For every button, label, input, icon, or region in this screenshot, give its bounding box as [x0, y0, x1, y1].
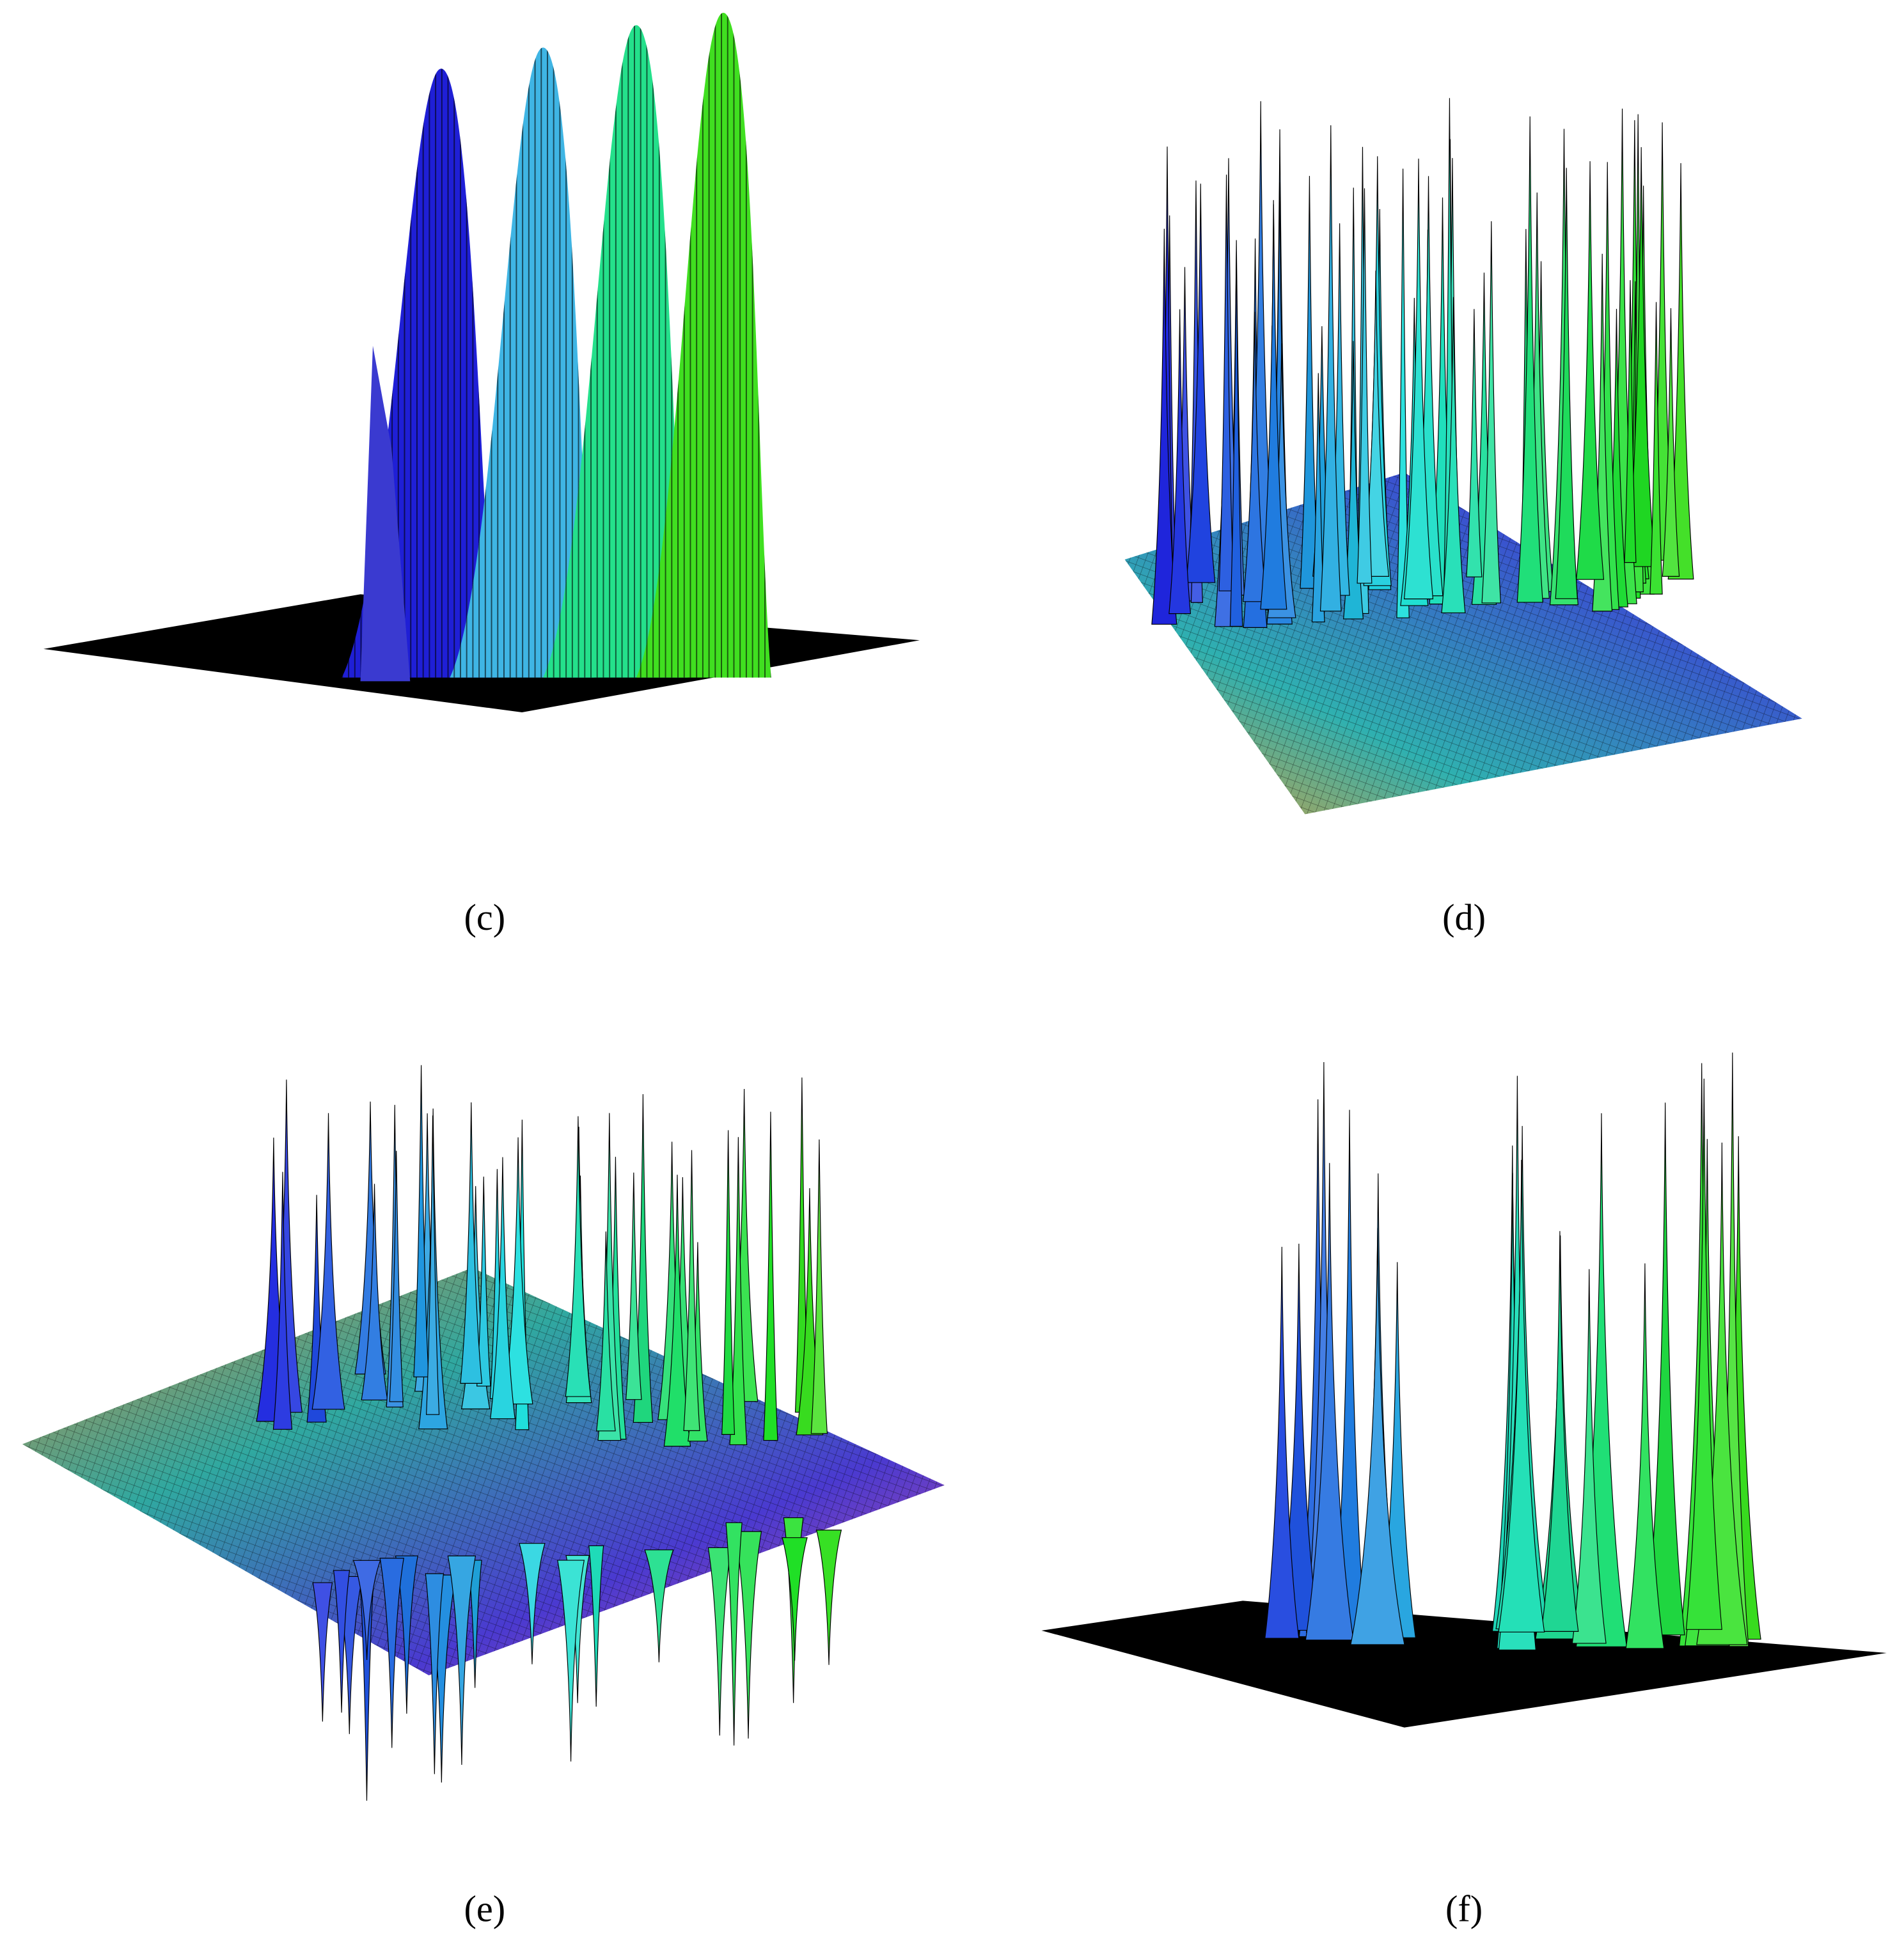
spike: [1498, 1159, 1545, 1632]
spike: [476, 1177, 491, 1387]
panel-label: (c): [464, 896, 506, 938]
spike: [352, 1560, 381, 1661]
spike: [1260, 204, 1287, 610]
spike: [588, 1545, 604, 1707]
spike: [1218, 175, 1234, 591]
spike: [707, 1547, 732, 1736]
spike: [1357, 188, 1373, 584]
spike: [1662, 308, 1680, 577]
spike: [1350, 1228, 1405, 1645]
spike: [1186, 184, 1216, 583]
spike: [1541, 1231, 1579, 1632]
panel-e: [22, 1065, 945, 1801]
spike: [395, 1555, 418, 1714]
spike: [333, 1570, 350, 1713]
spike: [1466, 309, 1483, 577]
spike: [557, 1560, 585, 1762]
spike: [1264, 1246, 1300, 1639]
spike: [272, 1171, 293, 1430]
spike: [503, 1137, 533, 1405]
spike: [1516, 116, 1543, 603]
spike: [1300, 176, 1319, 589]
panel-f: [1041, 1053, 1887, 1728]
spike: [447, 1555, 476, 1765]
spike: [1555, 168, 1578, 599]
spike: [1624, 280, 1637, 563]
spike: [725, 1522, 743, 1746]
spike: [413, 1065, 429, 1377]
spike: [663, 1175, 691, 1447]
spike: [359, 1582, 374, 1801]
panel-d: [1124, 98, 1802, 815]
spike: [425, 1115, 440, 1415]
spike: [763, 1111, 778, 1441]
spike: [1319, 125, 1342, 612]
spike: [1645, 1102, 1685, 1636]
spike: [734, 1531, 762, 1739]
spike: [460, 1102, 483, 1384]
spike: [1685, 1078, 1722, 1630]
spike: [1441, 297, 1466, 614]
spike: [644, 1549, 674, 1663]
spike: [1305, 1162, 1354, 1641]
spike: [1576, 161, 1605, 580]
spike: [1243, 311, 1267, 602]
spike: [425, 1573, 445, 1774]
mesh: [1124, 472, 1802, 815]
spike: [782, 1537, 808, 1661]
peak-mesh: [450, 47, 595, 678]
base-plane: [1041, 1601, 1887, 1728]
spike: [810, 1139, 828, 1434]
peak-mesh: [636, 12, 771, 678]
spike: [312, 1582, 333, 1722]
peak: [360, 345, 411, 682]
spike: [1229, 251, 1243, 627]
spike: [625, 1172, 642, 1400]
spike: [389, 1150, 404, 1402]
spike: [1649, 302, 1663, 595]
spike: [379, 1558, 404, 1748]
spike: [729, 1137, 748, 1446]
panel-label: (f): [1445, 1888, 1483, 1930]
spike: [595, 1231, 616, 1432]
spike: [311, 1113, 345, 1410]
spike: [1151, 228, 1177, 625]
spike: [361, 1184, 388, 1401]
spike: [565, 1116, 592, 1397]
panel-label: (d): [1442, 896, 1486, 938]
spike: [519, 1543, 546, 1664]
spike: [1403, 159, 1434, 600]
panel-label: (e): [464, 1888, 506, 1930]
spike: [1333, 1109, 1366, 1638]
spike: [1481, 221, 1502, 604]
spike: [490, 1157, 515, 1420]
panel-c: [43, 12, 920, 712]
spike: [683, 1150, 700, 1431]
mesh: [22, 1267, 945, 1675]
spike: [815, 1530, 842, 1665]
spike: [1626, 147, 1656, 567]
spike: [721, 1130, 736, 1435]
spike: [1625, 1263, 1665, 1649]
peak-mesh: [543, 25, 688, 678]
spike: [1571, 1269, 1607, 1644]
spike: [1168, 309, 1192, 614]
